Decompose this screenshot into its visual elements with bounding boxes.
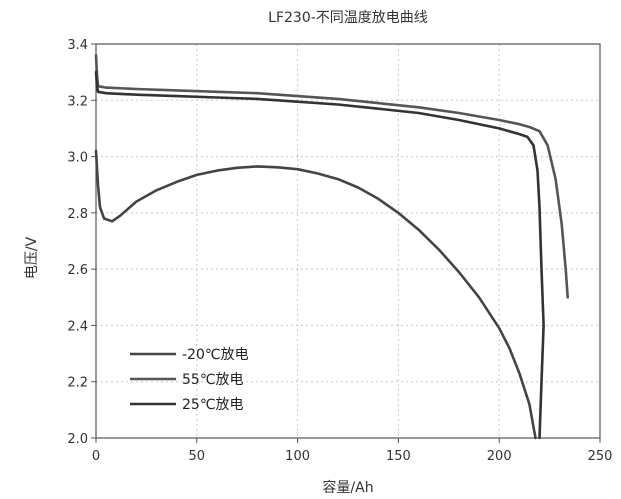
legend-label-2: 55℃放电 [182,372,244,388]
series-line-1 [94,149,537,440]
x-axis-title: 容量/Ah [322,479,373,496]
y-tick-label: 2.2 [67,376,88,391]
y-tick-label: 3.2 [67,94,88,109]
x-tick-label: 50 [189,449,206,464]
y-tick-label: 3.4 [67,38,88,53]
x-tick-label: 150 [386,449,411,464]
tick-layer: 0 50 100 150 200 250 2.0 2.2 2.4 2.6 2.8 3.0 3.2 3.4 [67,38,612,464]
y-tick-label: 2.4 [67,319,88,334]
series-line-2 [94,54,569,299]
series-layer [94,54,569,440]
x-tick-label: 100 [285,449,310,464]
y-tick-label: 3.0 [67,151,88,166]
chart-title: LF230-不同温度放电曲线 [268,10,428,26]
x-tick-label: 200 [487,449,512,464]
x-tick-label: 0 [92,449,100,464]
legend: -20℃放电 55℃放电 25℃放电 [130,347,249,413]
y-axis-title: 电压/V [24,236,40,279]
legend-label-3: 25℃放电 [182,397,244,413]
y-tick-label: 2.8 [67,207,88,222]
x-tick-label: 250 [588,449,613,464]
series-line-3 [94,70,545,440]
plot-area-frame [95,43,601,439]
y-tick-label: 2.0 [67,432,88,447]
legend-label-1: -20℃放电 [182,347,249,363]
y-tick-label: 2.6 [67,263,88,278]
